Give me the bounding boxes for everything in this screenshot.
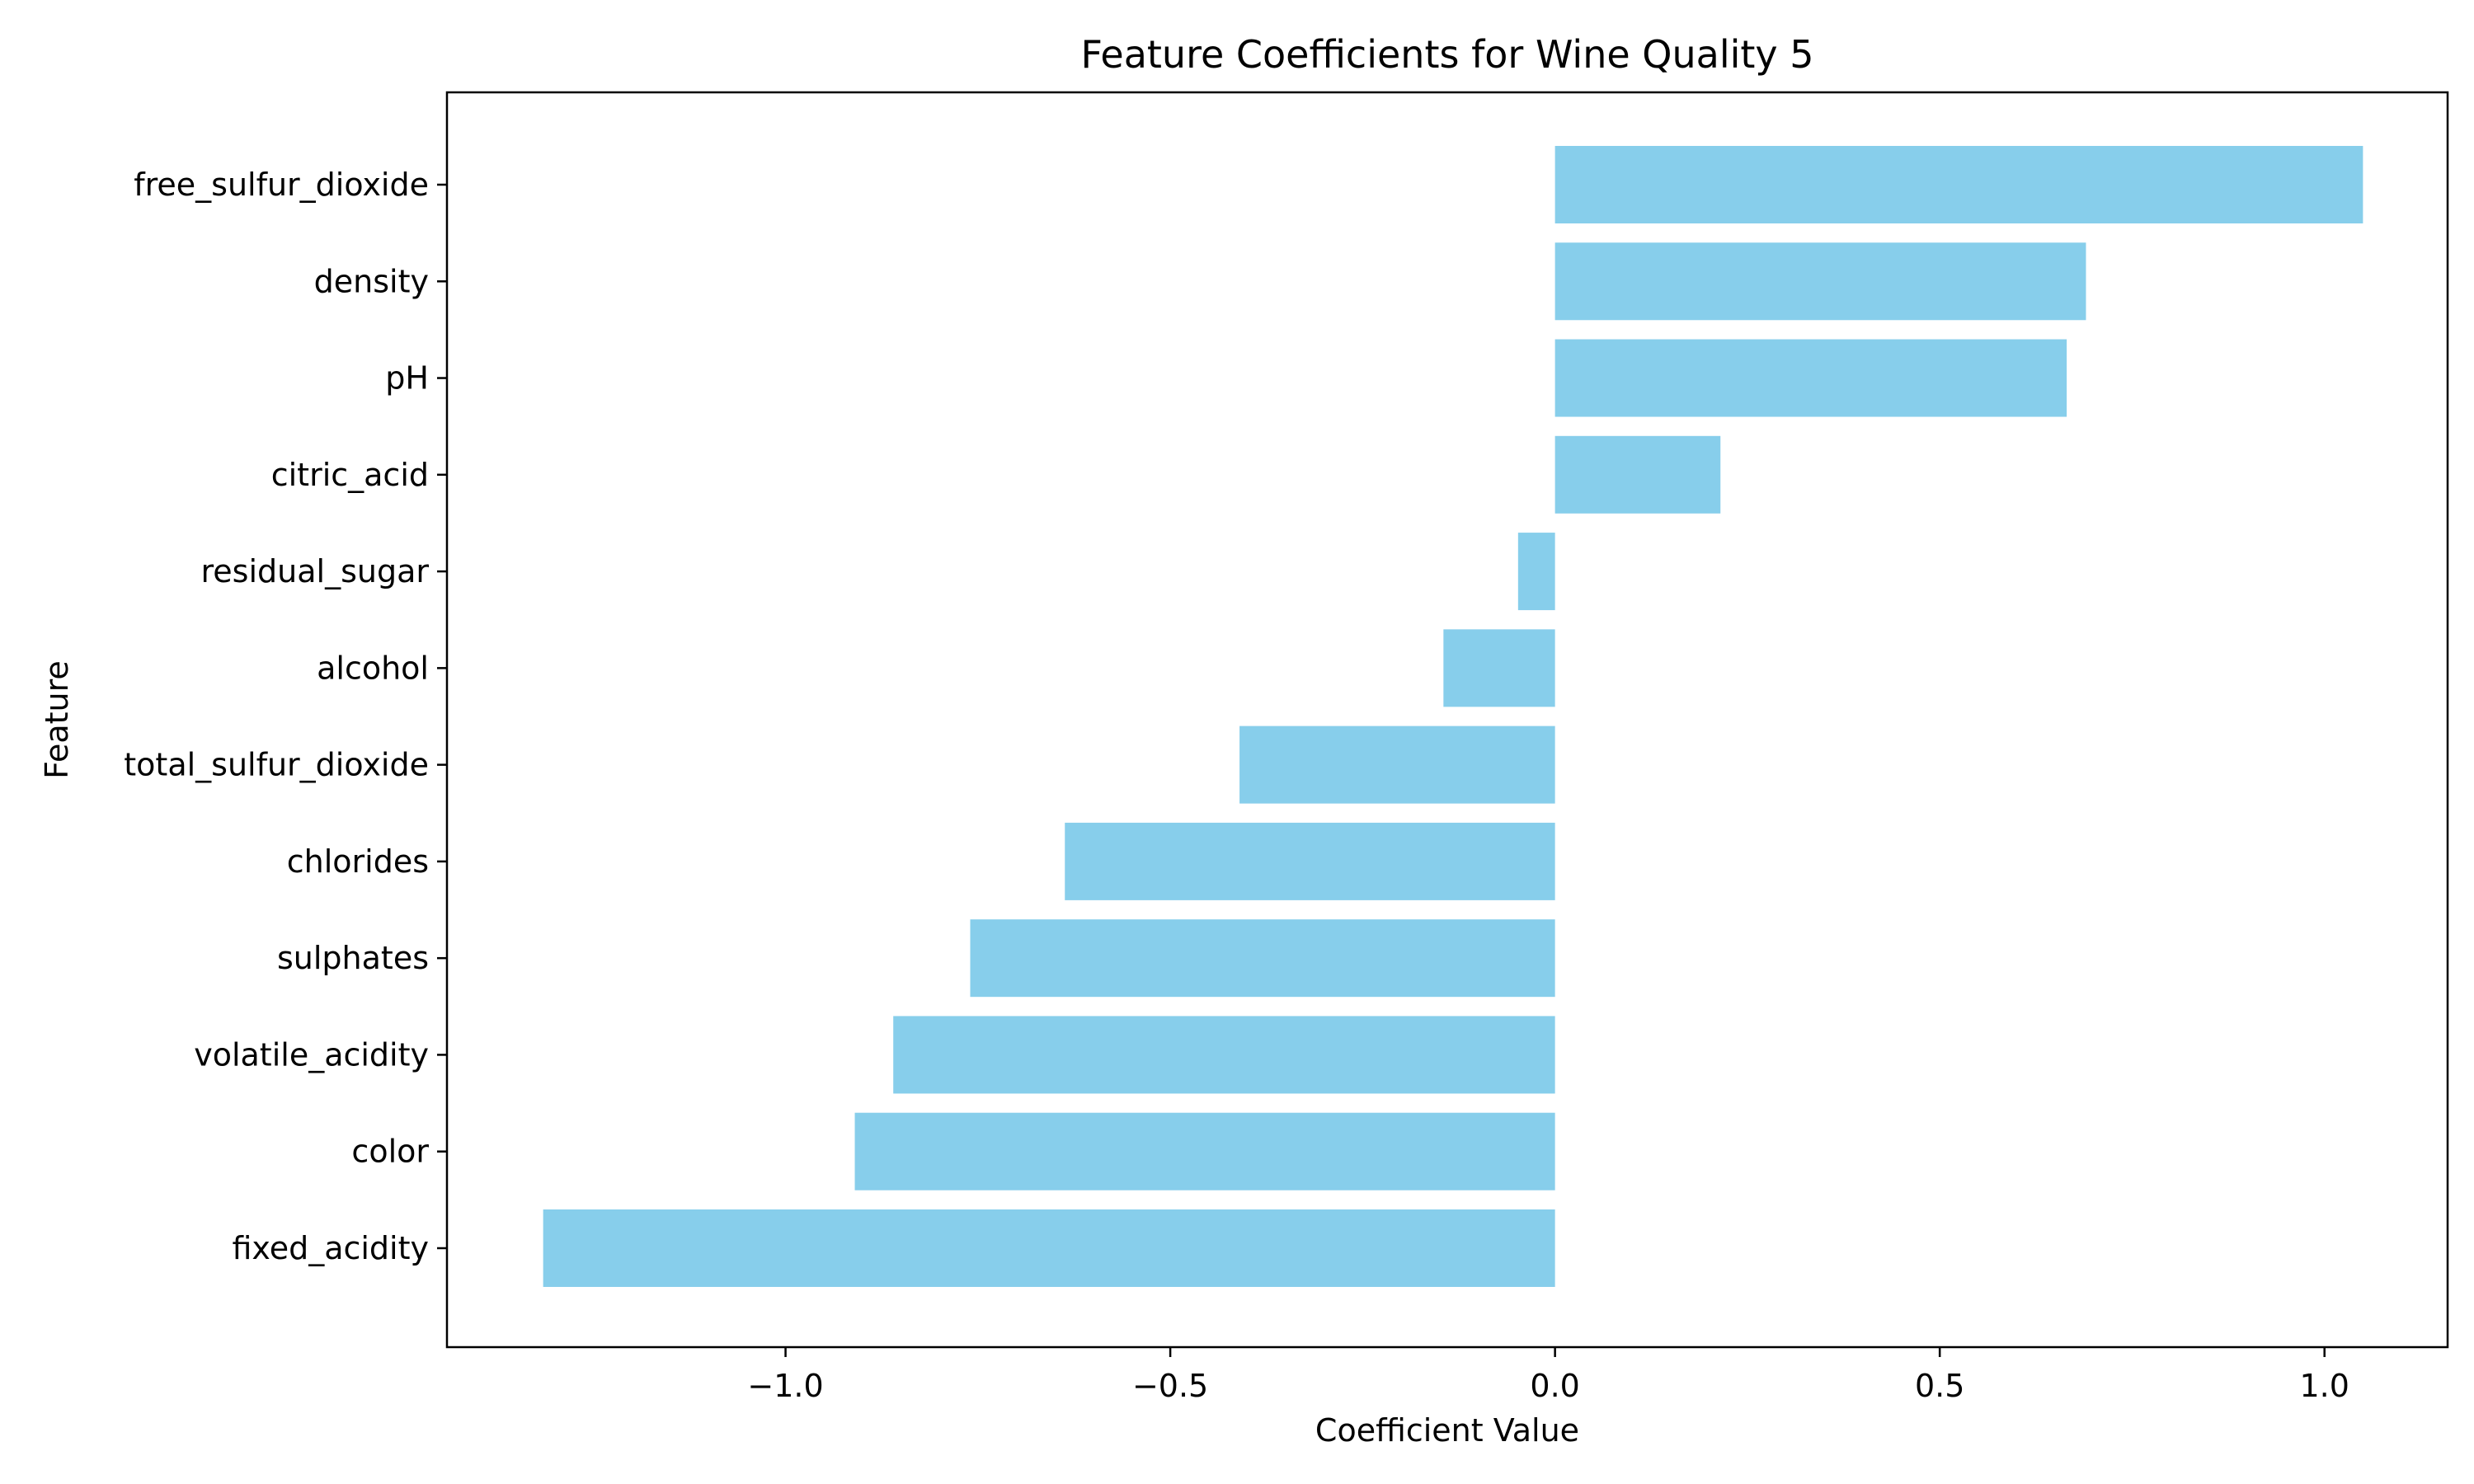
x-tick-label: 1.0 bbox=[2299, 1368, 2349, 1404]
x-axis-title: Coefficient Value bbox=[1315, 1412, 1579, 1449]
x-axis: −1.0 −0.5 0.0 0.5 1.0 bbox=[747, 1347, 2349, 1404]
y-tick-label: total_sulfur_dioxide bbox=[124, 747, 429, 783]
bar-citric-acid bbox=[1554, 435, 1721, 514]
y-tick-label: free_sulfur_dioxide bbox=[134, 167, 429, 203]
bar-fixed-acidity bbox=[543, 1209, 1555, 1287]
x-tick-label: −0.5 bbox=[1132, 1368, 1208, 1404]
y-axis-title: Feature bbox=[39, 660, 75, 779]
bar-sulphates bbox=[970, 919, 1555, 998]
bar-color bbox=[854, 1112, 1555, 1190]
y-tick-label: residual_sugar bbox=[201, 553, 430, 589]
y-tick-label: pH bbox=[385, 360, 429, 397]
y-tick-label: fixed_acidity bbox=[232, 1230, 429, 1266]
bar-residual-sugar bbox=[1517, 533, 1555, 611]
x-tick-label: 0.0 bbox=[1530, 1368, 1579, 1404]
bar-density bbox=[1554, 242, 2086, 321]
chart-title: Feature Coefficients for Wine Quality 5 bbox=[1080, 32, 1813, 77]
bar-alcohol bbox=[1443, 629, 1555, 707]
bar-volatile-acidity bbox=[893, 1016, 1555, 1094]
x-tick-label: −1.0 bbox=[747, 1368, 823, 1404]
y-tick-label: volatile_acidity bbox=[194, 1036, 429, 1073]
bar-total-sulfur-dioxide bbox=[1239, 726, 1555, 804]
y-tick-label: color bbox=[351, 1134, 429, 1170]
y-tick-label: density bbox=[314, 263, 429, 299]
plot-frame bbox=[445, 91, 2449, 1349]
y-tick-label: citric_acid bbox=[271, 457, 429, 493]
y-tick-label: sulphates bbox=[277, 940, 429, 976]
x-tick-label: 0.5 bbox=[1915, 1368, 1964, 1404]
bars-group bbox=[543, 146, 2363, 1287]
y-tick-label: chlorides bbox=[287, 843, 429, 880]
y-tick-label: alcohol bbox=[317, 650, 429, 686]
bar-free-sulfur-dioxide bbox=[1554, 146, 2363, 223]
bar-pH bbox=[1554, 339, 2067, 417]
bar-chlorides bbox=[1065, 822, 1555, 900]
